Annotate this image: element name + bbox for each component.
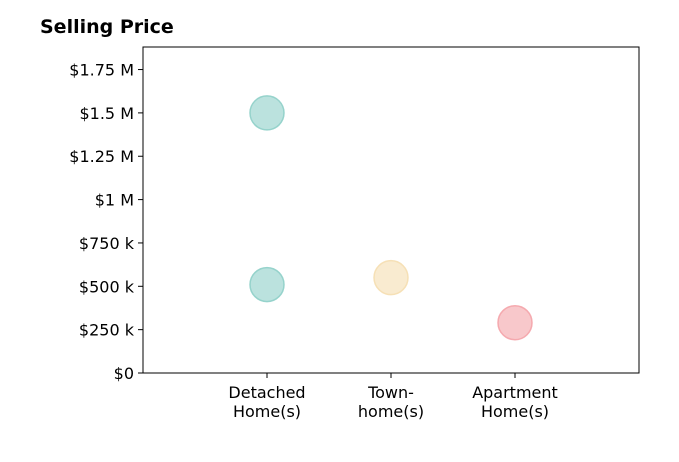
- data-point: [373, 259, 409, 296]
- plot-frame: [142, 46, 640, 374]
- y-tick-label: $750 k: [79, 234, 135, 253]
- y-tick-label: $1 M: [95, 191, 134, 210]
- y-tick-label: $0: [114, 364, 134, 383]
- y-tick-label: $1.25 M: [69, 147, 134, 166]
- y-tick-label: $250 k: [79, 321, 135, 340]
- y-tick-label: $1.75 M: [69, 61, 134, 80]
- data-point: [249, 95, 285, 131]
- x-tick-label: Town-home(s): [358, 383, 424, 421]
- chart-title: Selling Price: [40, 16, 174, 38]
- data-point: [249, 266, 285, 303]
- y-tick-label: $500 k: [79, 277, 135, 296]
- data-point: [497, 304, 533, 341]
- x-tick-label: Detached Home(s): [228, 383, 305, 421]
- y-tick-label: $1.5 M: [79, 104, 134, 123]
- x-tick-label: Apartment Home(s): [472, 383, 558, 421]
